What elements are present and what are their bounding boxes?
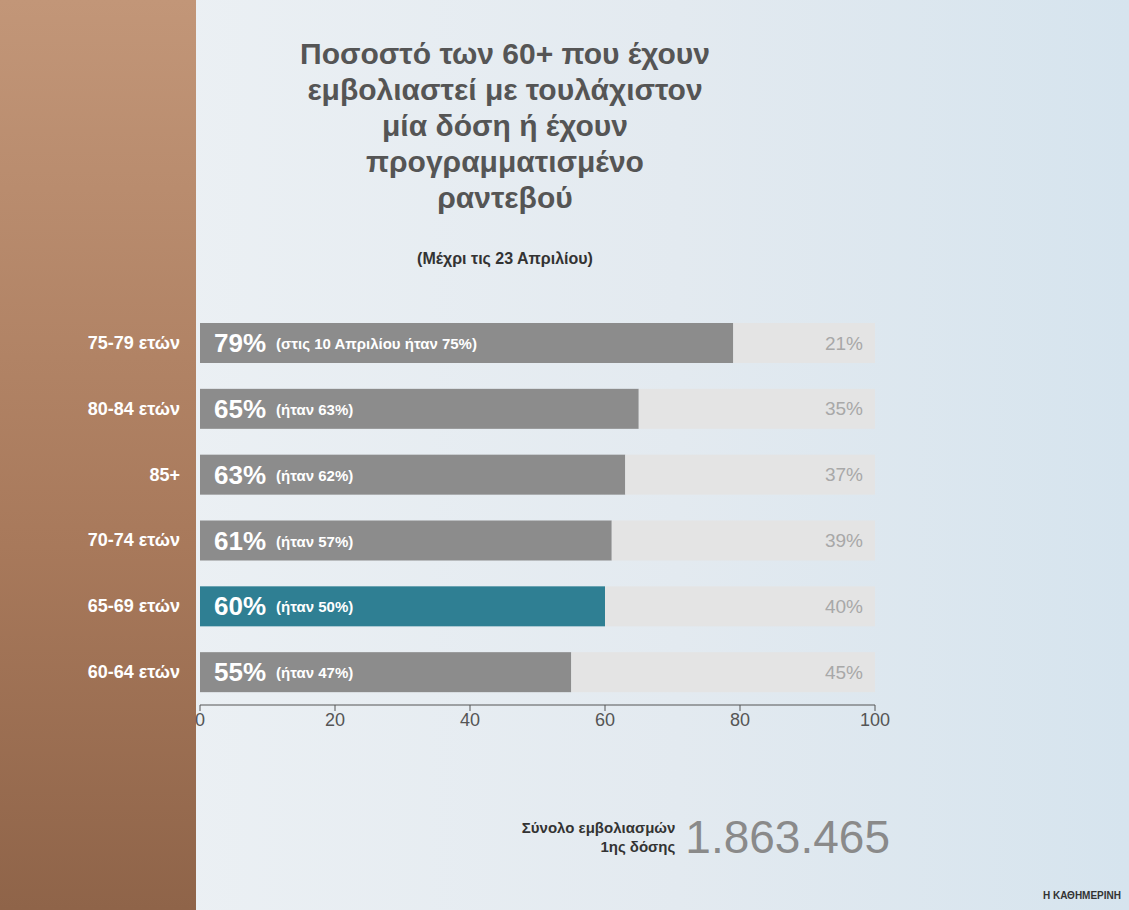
svg-text:65%(ήταν 63%): 65%(ήταν 63%) xyxy=(214,394,353,424)
html-text:(Μέχρι τις 23 Απριλίου): (Μέχρι τις 23 Απριλίου) xyxy=(417,250,593,267)
svg-text:65-69 ετών: 65-69 ετών xyxy=(88,596,180,616)
svg-text:55%(ήταν 47%): 55%(ήταν 47%) xyxy=(214,657,353,687)
svg-text:40%: 40% xyxy=(825,596,863,617)
svg-text:79%(στις 10 Απριλίου ήταν 75%): 79%(στις 10 Απριλίου ήταν 75%) xyxy=(214,328,477,358)
html-text:1ης δόσης: 1ης δόσης xyxy=(600,838,676,855)
svg-text:39%: 39% xyxy=(825,530,863,551)
html-text:Η ΚΑΘΗΜΕΡΙΝΗ: Η ΚΑΘΗΜΕΡΙΝΗ xyxy=(1042,890,1121,901)
svg-text:63%(ήταν 62%): 63%(ήταν 62%) xyxy=(214,460,353,490)
svg-text:35%: 35% xyxy=(825,398,863,419)
svg-text:0: 0 xyxy=(195,710,205,730)
svg-text:60: 60 xyxy=(595,710,615,730)
svg-text:75-79 ετών: 75-79 ετών xyxy=(88,333,180,353)
svg-text:60%(ήταν 50%): 60%(ήταν 50%) xyxy=(214,591,353,621)
svg-text:37%: 37% xyxy=(825,464,863,485)
svg-text:61%(ήταν 57%): 61%(ήταν 57%) xyxy=(214,526,353,556)
svg-text:20: 20 xyxy=(325,710,345,730)
svg-text:40: 40 xyxy=(460,710,480,730)
svg-text:85+: 85+ xyxy=(149,465,180,485)
html-text:Ποσοστό των 60+ που έχουν εμβο: Ποσοστό των 60+ που έχουν εμβολιαστεί με… xyxy=(300,37,710,214)
svg-text:21%: 21% xyxy=(825,333,863,354)
html-text:Σύνολο εμβολιασμών: Σύνολο εμβολιασμών xyxy=(521,819,676,836)
svg-text:100: 100 xyxy=(860,710,890,730)
svg-text:60-64 ετών: 60-64 ετών xyxy=(88,662,180,682)
svg-text:80: 80 xyxy=(730,710,750,730)
svg-text:70-74 ετών: 70-74 ετών xyxy=(88,530,180,550)
svg-text:45%: 45% xyxy=(825,662,863,683)
html-text:1.863.465: 1.863.465 xyxy=(685,811,890,863)
svg-text:80-84 ετών: 80-84 ετών xyxy=(88,399,180,419)
